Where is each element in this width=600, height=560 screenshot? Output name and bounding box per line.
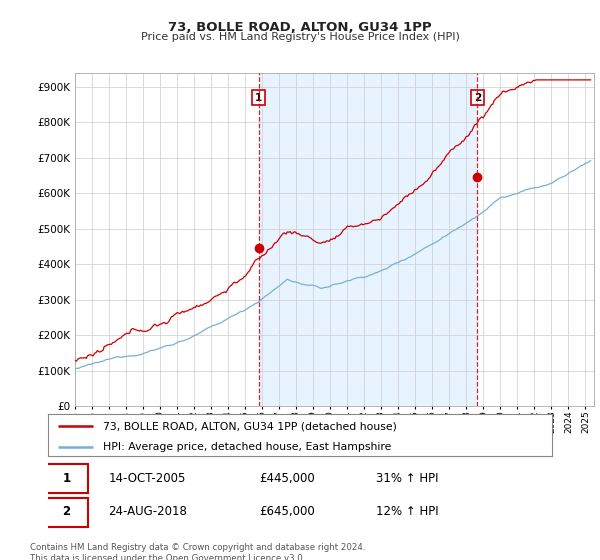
Text: 14-OCT-2005: 14-OCT-2005 <box>109 472 186 485</box>
Text: £645,000: £645,000 <box>260 505 316 519</box>
Text: 12% ↑ HPI: 12% ↑ HPI <box>376 505 438 519</box>
Text: £445,000: £445,000 <box>260 472 316 485</box>
FancyBboxPatch shape <box>46 464 88 493</box>
Text: 73, BOLLE ROAD, ALTON, GU34 1PP: 73, BOLLE ROAD, ALTON, GU34 1PP <box>168 21 432 34</box>
Text: 1: 1 <box>62 472 71 485</box>
Bar <box>259 73 478 406</box>
Text: Price paid vs. HM Land Registry's House Price Index (HPI): Price paid vs. HM Land Registry's House … <box>140 32 460 43</box>
Text: 24-AUG-2018: 24-AUG-2018 <box>109 505 187 519</box>
Text: Contains HM Land Registry data © Crown copyright and database right 2024.
This d: Contains HM Land Registry data © Crown c… <box>30 543 365 560</box>
Text: 1: 1 <box>255 92 262 102</box>
Text: 73, BOLLE ROAD, ALTON, GU34 1PP (detached house): 73, BOLLE ROAD, ALTON, GU34 1PP (detache… <box>103 421 397 431</box>
FancyBboxPatch shape <box>46 498 88 527</box>
Text: HPI: Average price, detached house, East Hampshire: HPI: Average price, detached house, East… <box>103 442 392 452</box>
Text: 2: 2 <box>62 505 71 519</box>
Text: 31% ↑ HPI: 31% ↑ HPI <box>376 472 438 485</box>
Text: 2: 2 <box>474 92 481 102</box>
